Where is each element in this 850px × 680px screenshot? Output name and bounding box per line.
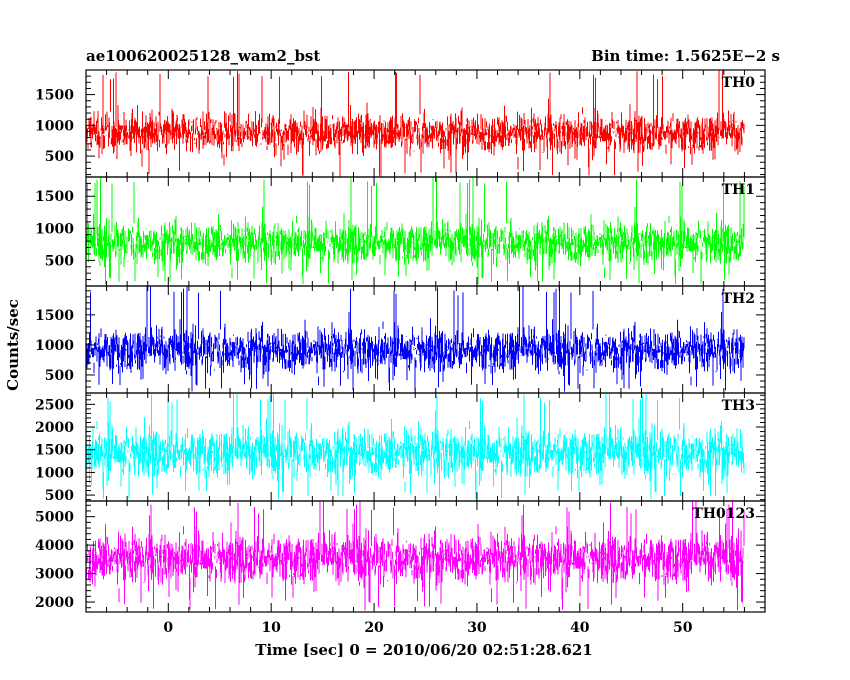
- chart-title: ae100620025128_wam2_bst: [86, 47, 320, 65]
- series-th0123: [86, 501, 745, 611]
- y-tick-label: 500: [45, 149, 74, 165]
- y-tick-label: 2000: [35, 420, 74, 436]
- y-tick-label: 500: [45, 488, 74, 504]
- panel-label: TH1: [722, 182, 755, 198]
- bin-time-label: Bin time: 1.5625E−2 s: [591, 47, 780, 65]
- x-tick-label: 0: [163, 620, 173, 636]
- y-tick-label: 1000: [35, 465, 74, 481]
- y-tick-label: 3000: [35, 567, 74, 583]
- y-tick-label: 2500: [35, 397, 74, 413]
- panel-label: TH3: [722, 398, 755, 414]
- x-tick-label: 50: [673, 620, 693, 636]
- x-tick-labels: 0 10 20 30 40 50: [163, 620, 692, 636]
- y-tick-label: 1000: [35, 118, 74, 134]
- panel-th0123: 2000 3000 4000 5000 TH0123: [35, 500, 766, 613]
- y-tick-label: 1000: [35, 221, 74, 237]
- y-tick-label: 500: [45, 368, 74, 384]
- series-th2: [86, 286, 745, 392]
- x-tick-label: 40: [570, 620, 590, 636]
- y-tick-label: 5000: [35, 510, 74, 526]
- panel-th0: 500 1000 1500 TH0: [35, 69, 766, 178]
- panels-group: 500 1000 1500 TH0 500 1000 1500 TH1 500 1000 1500 T…: [35, 69, 766, 613]
- panel-label: TH2: [722, 291, 755, 307]
- panel-th3: 500 1000 1500 2000 2500 TH3: [35, 392, 766, 504]
- x-axis-label: Time [sec] 0 = 2010/06/20 02:51:28.621: [255, 641, 592, 659]
- y-tick-label: 4000: [35, 538, 74, 554]
- y-tick-label: 1500: [35, 443, 74, 459]
- y-tick-label: 500: [45, 253, 74, 269]
- panel-label: TH0: [722, 75, 756, 91]
- x-tick-label: 30: [467, 620, 487, 636]
- panel-label: TH0123: [692, 506, 755, 522]
- y-tick-label: 1500: [35, 88, 74, 104]
- panel-th2: 500 1000 1500 TH2: [35, 285, 766, 394]
- x-tick-label: 20: [364, 620, 384, 636]
- series-th3: [86, 393, 745, 500]
- y-axis-label: Counts/sec: [4, 299, 22, 391]
- series-th0: [86, 70, 745, 177]
- y-tick-label: 1000: [35, 338, 74, 354]
- y-tick-label: 2000: [35, 595, 74, 611]
- y-tick-label: 1500: [35, 189, 74, 205]
- panel-th1: 500 1000 1500 TH1: [35, 176, 766, 287]
- panel-frame: [85, 285, 766, 394]
- x-tick-label: 10: [261, 620, 281, 636]
- series-th1: [86, 177, 745, 285]
- y-tick-label: 1500: [35, 308, 74, 324]
